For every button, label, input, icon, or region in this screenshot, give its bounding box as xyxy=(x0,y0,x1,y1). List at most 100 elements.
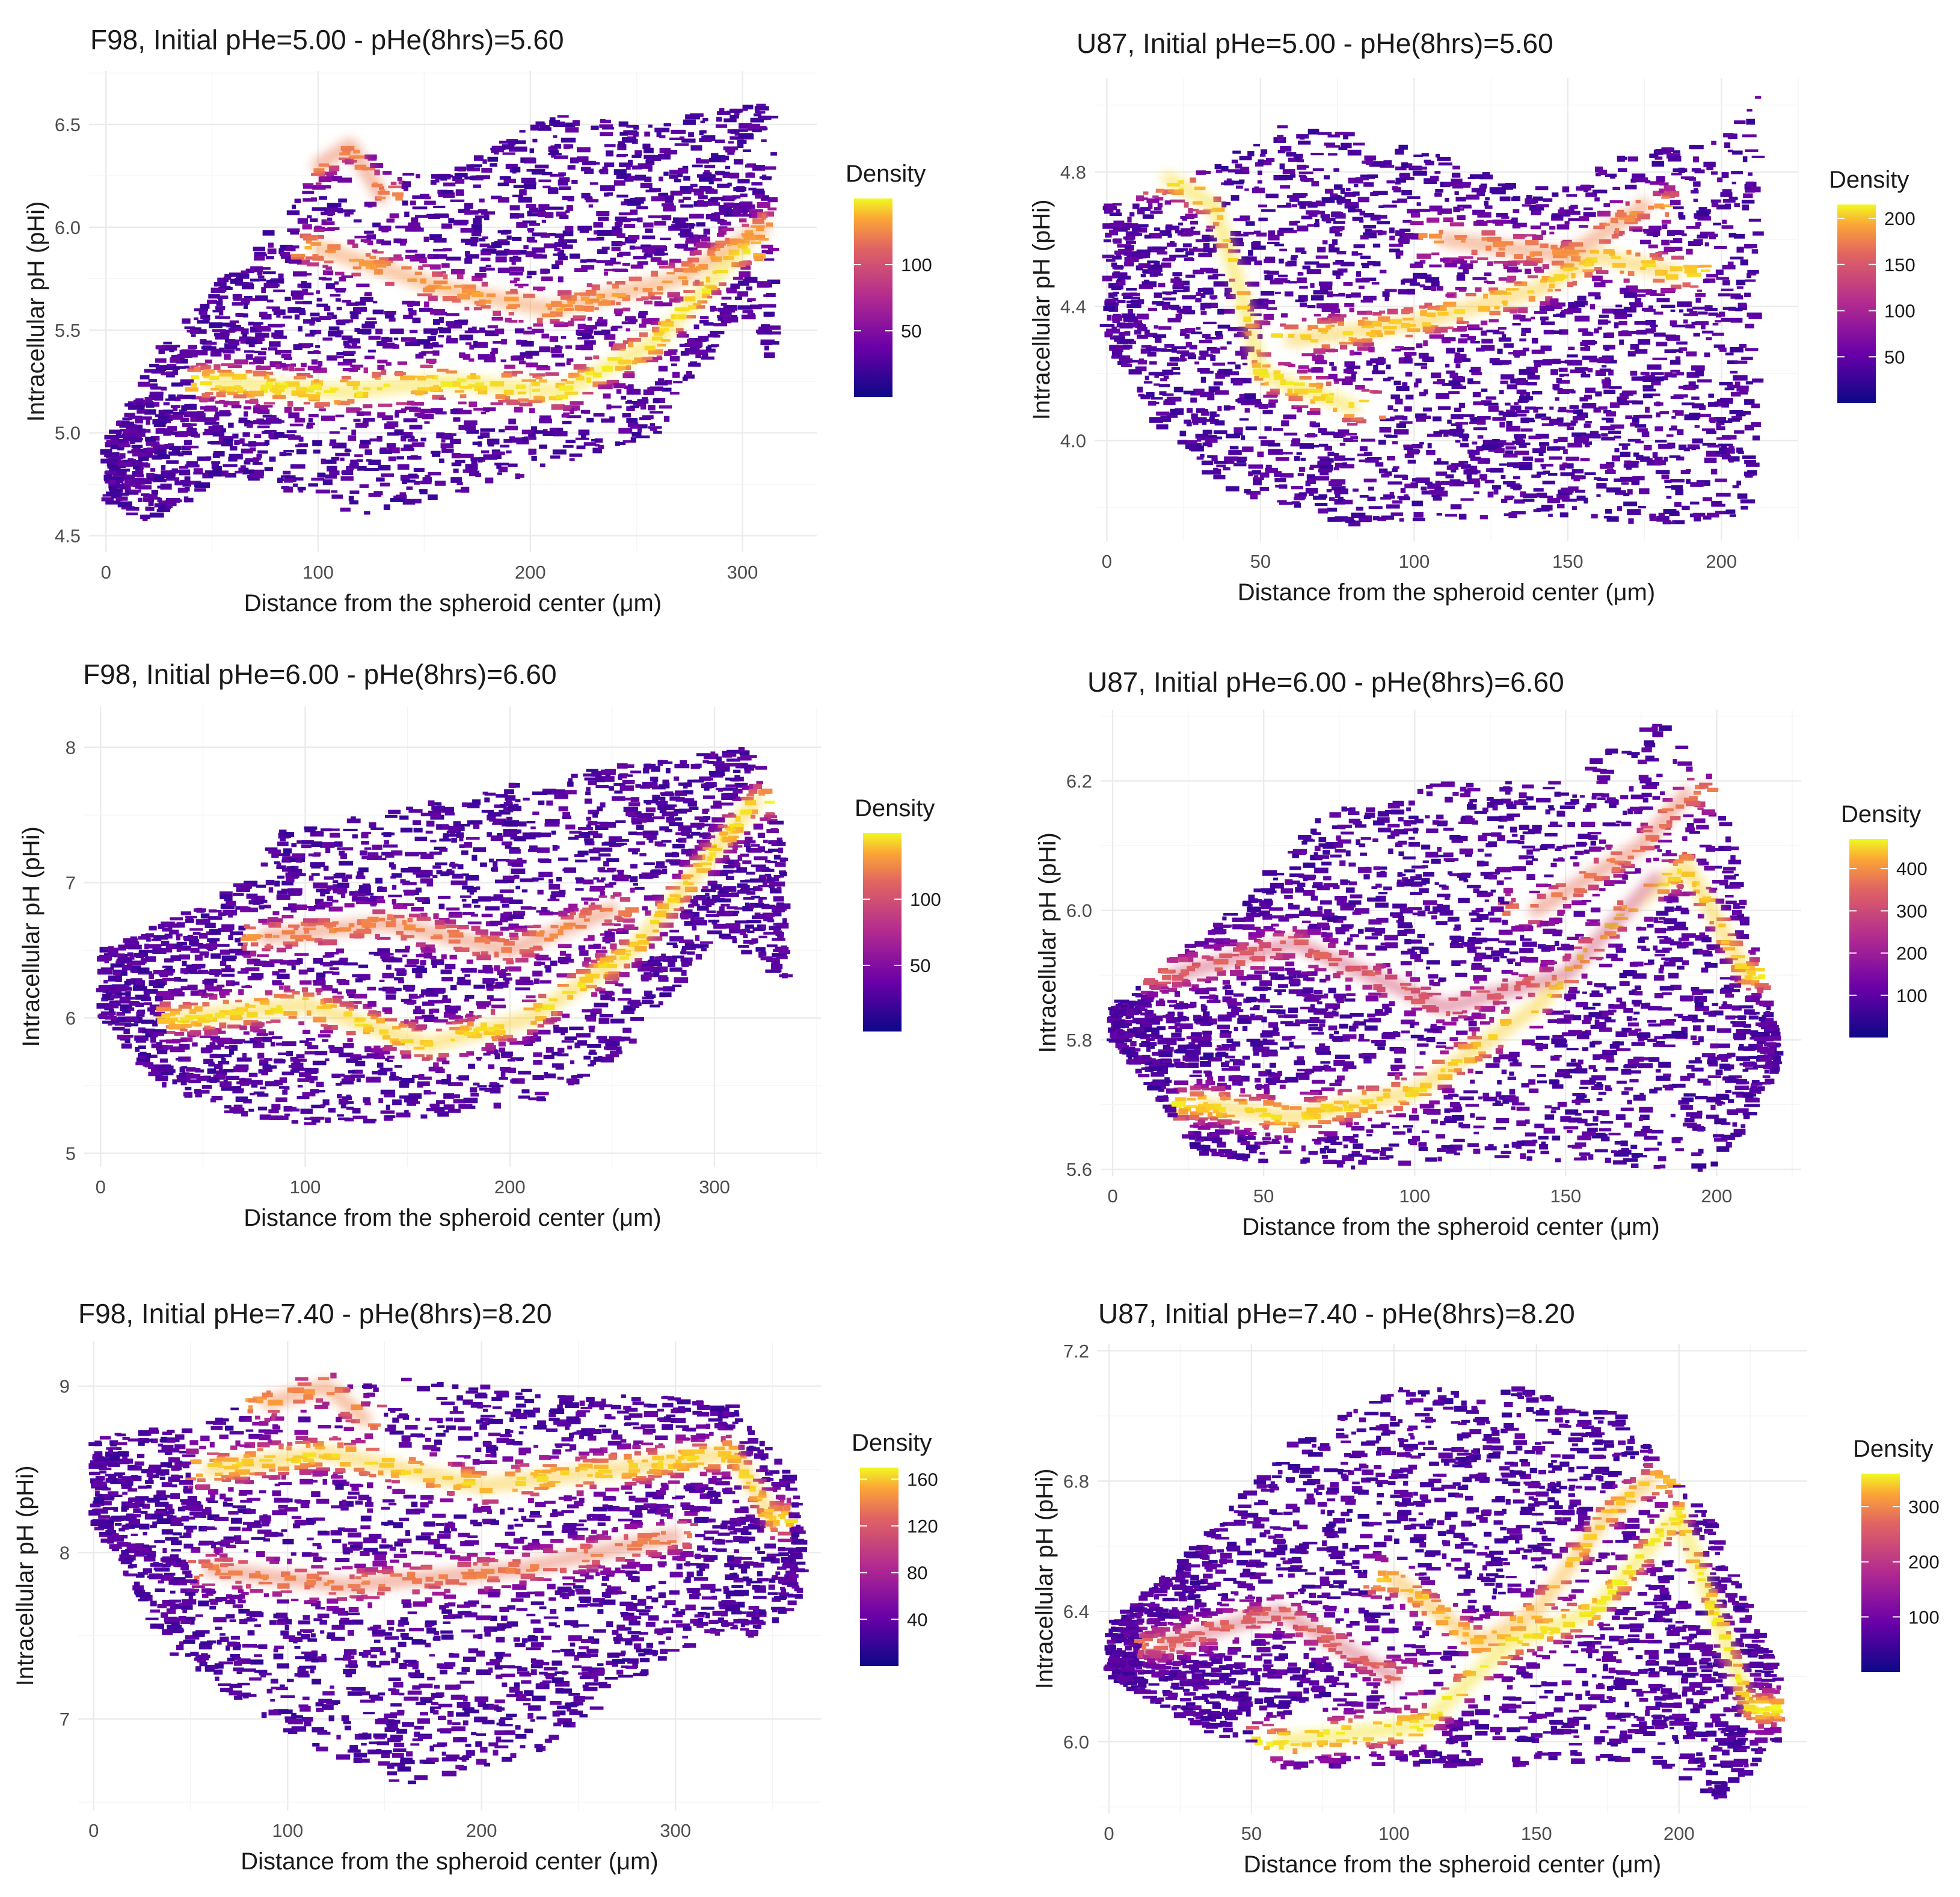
density-cell xyxy=(1514,402,1519,405)
density-cell xyxy=(1568,302,1579,308)
density-cell xyxy=(1460,443,1469,447)
density-cell xyxy=(1558,437,1568,442)
density-cell xyxy=(290,231,300,235)
density-cell xyxy=(377,359,388,364)
density-cell xyxy=(1695,297,1701,303)
density-cell xyxy=(225,473,236,478)
density-cell xyxy=(1461,358,1471,362)
density-cell xyxy=(1377,221,1390,224)
density-cell xyxy=(412,206,428,210)
density-cell xyxy=(1494,306,1500,310)
density-cell xyxy=(1378,205,1384,208)
density-cell xyxy=(1205,437,1218,443)
density-cell xyxy=(481,305,491,309)
density-cell xyxy=(1679,215,1686,220)
density-cell xyxy=(1722,198,1736,203)
density-cell xyxy=(268,341,281,347)
density-cell xyxy=(1309,383,1324,387)
density-cell xyxy=(581,265,595,270)
density-cell xyxy=(567,358,574,362)
density-cell xyxy=(1326,303,1339,309)
density-cell xyxy=(659,405,672,409)
density-cell xyxy=(763,352,775,358)
density-cell xyxy=(398,180,405,185)
density-cell xyxy=(559,249,564,255)
density-cell xyxy=(512,370,523,374)
density-cell xyxy=(1638,506,1646,509)
density-cell xyxy=(1392,200,1399,203)
density-cell xyxy=(1202,334,1211,339)
density-cell xyxy=(241,283,254,290)
density-cell xyxy=(644,253,652,257)
density-cell xyxy=(368,336,381,340)
density-cell xyxy=(1397,198,1407,203)
density-cell xyxy=(401,337,416,342)
density-cell xyxy=(1623,156,1627,160)
density-cell xyxy=(710,202,720,206)
density-cell xyxy=(274,432,284,438)
density-cell xyxy=(1258,436,1267,439)
density-cell xyxy=(295,444,301,447)
density-cell xyxy=(201,346,217,350)
density-cell xyxy=(718,205,729,211)
density-cell xyxy=(165,500,177,506)
density-cell xyxy=(737,143,744,149)
density-cell xyxy=(1611,234,1619,239)
density-cell xyxy=(1625,201,1630,206)
density-cell xyxy=(637,217,643,223)
density-cell xyxy=(558,186,571,191)
density-cell xyxy=(1530,371,1535,376)
density-cell xyxy=(215,315,220,319)
density-cell xyxy=(346,302,358,306)
density-cell xyxy=(1147,351,1157,357)
density-cell xyxy=(1522,347,1529,352)
density-cell xyxy=(1291,501,1300,505)
density-cell xyxy=(616,173,631,179)
density-cell xyxy=(1395,166,1407,171)
density-cell xyxy=(184,326,195,330)
density-cell xyxy=(747,313,755,316)
density-cell xyxy=(1567,354,1578,358)
density-cell xyxy=(220,330,230,336)
density-cell xyxy=(616,194,628,198)
density-cell xyxy=(628,319,638,322)
density-cell xyxy=(143,497,152,502)
density-cell xyxy=(1345,202,1359,208)
density-cell xyxy=(1333,467,1340,471)
density-cell xyxy=(1727,384,1740,389)
density-cell xyxy=(615,366,626,370)
density-cell xyxy=(634,174,646,181)
density-cell xyxy=(1436,471,1447,476)
density-cell xyxy=(1367,260,1376,266)
density-cell xyxy=(138,457,149,461)
density-cell xyxy=(194,433,200,438)
density-cell xyxy=(526,204,536,209)
density-cell xyxy=(1117,300,1126,303)
density-cell xyxy=(607,192,613,196)
density-cell xyxy=(395,196,403,201)
density-cell xyxy=(1425,161,1434,165)
density-cell xyxy=(1484,280,1488,283)
density-cell xyxy=(288,435,301,440)
density-cell xyxy=(1310,152,1324,156)
density-cell xyxy=(1567,464,1573,469)
density-cell xyxy=(1377,316,1390,322)
density-cell xyxy=(1113,284,1122,288)
density-cell xyxy=(1331,366,1337,371)
density-cell xyxy=(722,173,734,178)
density-cell xyxy=(465,241,477,245)
density-cell xyxy=(513,185,526,188)
density-cell xyxy=(472,175,486,178)
density-cell xyxy=(1335,309,1341,313)
density-cell xyxy=(1265,158,1275,162)
density-cell xyxy=(184,476,191,482)
density-cell xyxy=(1321,306,1336,312)
density-cell xyxy=(1724,448,1735,454)
density-cell xyxy=(482,211,496,215)
density-cell xyxy=(1519,338,1526,342)
density-cell xyxy=(1614,448,1620,453)
density-cell xyxy=(330,439,337,445)
density-cell xyxy=(595,321,607,327)
density-cell xyxy=(1149,233,1162,239)
density-cell xyxy=(1686,479,1691,484)
